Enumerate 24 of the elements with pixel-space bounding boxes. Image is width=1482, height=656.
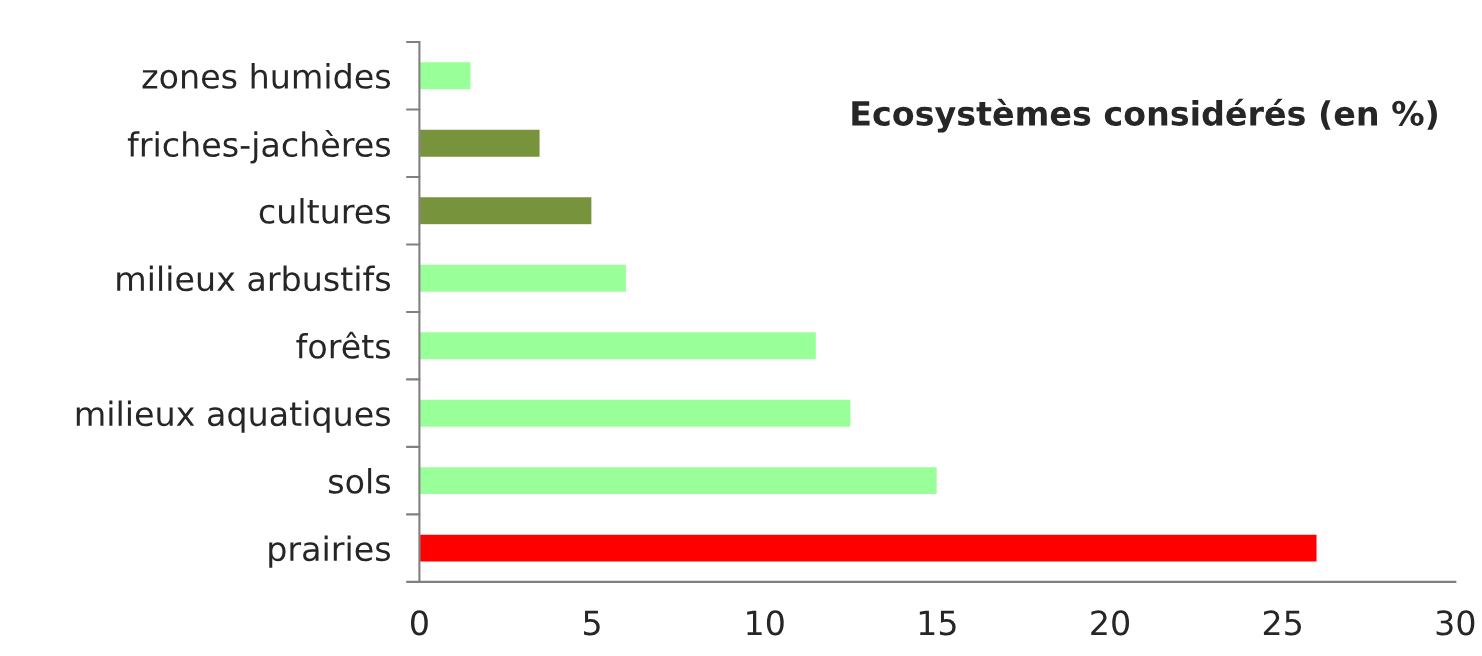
bar bbox=[419, 465, 939, 496]
x-tick-label: 5 bbox=[584, 610, 600, 636]
x-tick-label: 30 bbox=[1436, 610, 1475, 636]
bar bbox=[419, 263, 628, 294]
bar bbox=[419, 195, 593, 226]
bar bbox=[419, 398, 852, 429]
y-tick-label: forêts bbox=[296, 331, 390, 359]
y-tick-label: milieux aquatiques bbox=[76, 400, 390, 433]
y-tick-label: friches-jachères bbox=[127, 129, 390, 164]
bar bbox=[419, 330, 818, 361]
bar bbox=[419, 60, 472, 91]
text: Ecosystèmes considérés (en %) bbox=[852, 98, 1437, 133]
bar bbox=[419, 533, 1318, 563]
y-tick-label: milieux arbustifs bbox=[117, 265, 391, 292]
y-tick-label: zones humides bbox=[142, 63, 391, 89]
y-tick-label: cultures bbox=[259, 198, 391, 224]
x-tick-label: 25 bbox=[1263, 610, 1301, 636]
x-tick-label: 10 bbox=[747, 610, 784, 636]
x-tick-label: 15 bbox=[919, 610, 956, 636]
x-tick-label: 20 bbox=[1091, 610, 1130, 636]
bar bbox=[419, 128, 541, 159]
y-tick-label: sols bbox=[329, 467, 390, 494]
x-tick-label: 0 bbox=[411, 610, 428, 636]
y-tick-label: prairies bbox=[269, 535, 390, 568]
